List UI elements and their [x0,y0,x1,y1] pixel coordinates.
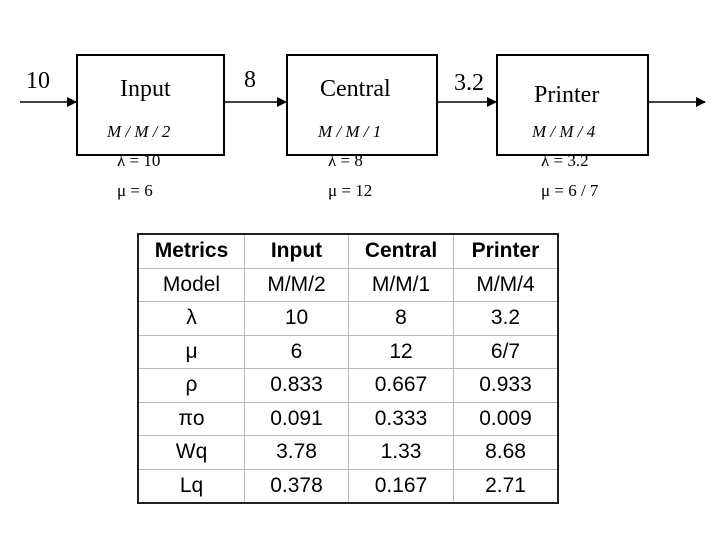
table-cell: 0.933 [453,368,559,403]
node-printer-title: Printer [534,82,600,108]
metrics-table: Metrics Input Central Printer Model M/M/… [137,233,559,504]
table-row-lambda: λ 10 8 3.2 [137,301,559,336]
node-printer-mu: μ = 6 / 7 [541,181,599,200]
table-cell: M/M/4 [453,267,559,302]
table-cell: 3.2 [453,301,559,336]
table-cell: 3.78 [244,435,349,470]
node-central-box: Central [286,54,438,156]
table-cell: 1.33 [348,435,454,470]
node-input-box: Input [76,54,225,156]
node-input-mu: μ = 6 [117,181,153,200]
arrival-rate-label: 10 [26,68,50,94]
node-central-title: Central [320,76,391,102]
table-cell: 8 [348,301,454,336]
table-cell: 8.68 [453,435,559,470]
table-cell: 0.378 [244,468,349,504]
header-input: Input [244,233,349,269]
table-cell: 0.833 [244,368,349,403]
table-row-wq: Wq 3.78 1.33 8.68 [137,435,559,470]
table-cell: M/M/2 [244,267,349,302]
node-input-title: Input [120,76,171,102]
node-printer-box: Printer [496,54,649,156]
node-printer-lambda: λ = 3.2 [541,151,589,170]
table-row-mu: μ 6 12 6/7 [137,334,559,369]
node-central-mu: μ = 12 [328,181,373,200]
table-cell: 6/7 [453,334,559,369]
input-to-central-rate: 8 [244,67,256,93]
row-label: Lq [137,468,245,504]
row-label: Model [137,267,245,302]
table-cell: 0.167 [348,468,454,504]
table-row-rho: ρ 0.833 0.667 0.933 [137,368,559,403]
node-input-lambda: λ = 10 [117,151,161,170]
table-cell: 6 [244,334,349,369]
central-to-printer-rate: 3.2 [454,70,484,96]
node-input-model: M / M / 2 [107,122,171,141]
table-row-lq: Lq 0.378 0.167 2.71 [137,468,559,504]
header-printer: Printer [453,233,559,269]
header-metrics: Metrics [137,233,245,269]
node-central-model: M / M / 1 [318,122,382,141]
table-cell: 0.009 [453,401,559,436]
table-row-pi0: πo 0.091 0.333 0.009 [137,401,559,436]
row-label: πo [137,401,245,436]
table-cell: 0.333 [348,401,454,436]
table-cell: M/M/1 [348,267,454,302]
table-cell: 0.091 [244,401,349,436]
table-cell: 12 [348,334,454,369]
node-printer-model: M / M / 4 [532,122,596,141]
table-cell: 0.667 [348,368,454,403]
row-label: Wq [137,435,245,470]
table-row-model: Model M/M/2 M/M/1 M/M/4 [137,267,559,302]
metrics-header-row: Metrics Input Central Printer [137,233,559,269]
row-label: ρ [137,368,245,403]
row-label: λ [137,301,245,336]
header-central: Central [348,233,454,269]
table-cell: 10 [244,301,349,336]
table-cell: 2.71 [453,468,559,504]
node-central-lambda: λ = 8 [328,151,363,170]
row-label: μ [137,334,245,369]
